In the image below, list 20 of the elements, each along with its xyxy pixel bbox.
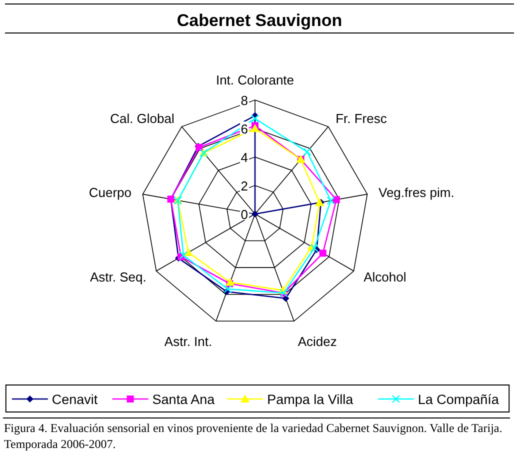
y-tick-label: 6: [240, 122, 248, 136]
spoke-label: Astr. Int.: [164, 334, 212, 349]
y-tick-label: 0: [240, 207, 248, 222]
spoke-label: Cal. Global: [110, 110, 174, 126]
spoke-label: Acidez: [298, 334, 337, 349]
legend-label: La Compañía: [418, 392, 500, 407]
y-tick-label: 2: [240, 178, 248, 194]
legend-label: Cenavit: [52, 392, 98, 407]
spoke-label: Veg.fres pim.: [378, 185, 454, 200]
y-tick-label: 8: [240, 93, 248, 108]
y-tick-label: 4: [240, 150, 248, 165]
spoke-label: Int. Colorante: [216, 72, 294, 88]
spoke-label: Astr. Seq.: [90, 270, 146, 285]
text: Figura 4. Evaluación sensorial en vinos proveniente de la variedad Cabernet Sauvignon. Valle de Tarija. Temporada 2006-2007.: [4, 420, 504, 452]
legend-label: Santa Ana: [152, 392, 216, 407]
spoke-label: Alcohol: [364, 270, 406, 285]
spoke-label: Cuerpo: [88, 185, 132, 200]
spoke-label: Fr. Fresc: [336, 110, 388, 126]
chart-title: Cabernet Sauvignon: [176, 11, 342, 30]
legend-label: Pampa la Villa: [267, 392, 354, 407]
